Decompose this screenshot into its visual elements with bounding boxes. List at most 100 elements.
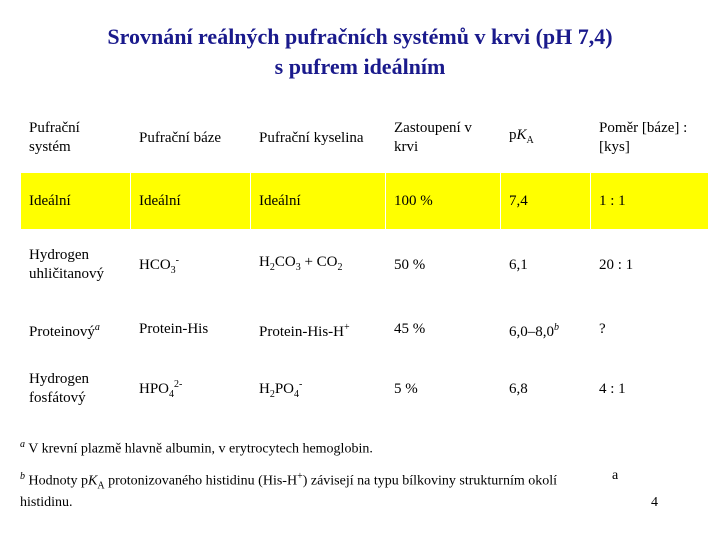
- text-segment: 4: [169, 388, 175, 400]
- table-row: Proteinovýa Protein-His Protein-His-H+ 45 %…: [20, 300, 709, 359]
- text-segment: 1 : 1: [599, 192, 626, 209]
- header-cell: pKA: [500, 103, 591, 173]
- text-segment: A: [526, 135, 534, 146]
- text-segment: + CO: [300, 254, 338, 270]
- text-segment: K: [516, 127, 527, 143]
- table-cell: Hydrogen fosfátový: [20, 358, 131, 420]
- table-cell: 50 %: [385, 229, 501, 301]
- table-cell: Ideální: [130, 172, 251, 230]
- text-segment: 2: [269, 388, 275, 400]
- text-segment: ) závisejí na typu bílkoviny strukturním…: [20, 473, 558, 511]
- table-cell: ?: [590, 300, 709, 359]
- text-segment: Pufrační kyselina: [259, 129, 364, 146]
- table: Pufrační systém Pufrační báze Pufrační kys…: [20, 103, 709, 420]
- text-segment: Hodnoty p: [25, 473, 89, 489]
- text-segment: Pufrační báze: [139, 129, 222, 146]
- text-segment: -: [299, 378, 303, 390]
- text-segment: K: [88, 473, 98, 489]
- table-cell: Ideální: [250, 172, 386, 230]
- text-segment: b: [554, 321, 559, 333]
- table-cell: 100 %: [385, 172, 501, 230]
- text-segment: HPO: [139, 380, 170, 397]
- table-cell: Protein-His: [130, 300, 251, 359]
- table-cell: Protein-His-H+: [250, 300, 386, 359]
- text-segment: 4 : 1: [599, 380, 626, 397]
- text-segment: HCO: [139, 256, 171, 273]
- text-segment: Hydrogen uhličitanový: [29, 247, 104, 282]
- table-cell: 5 %: [385, 358, 501, 420]
- text-segment: +: [297, 470, 303, 482]
- text-segment: H: [259, 254, 270, 270]
- text-segment: ?: [599, 321, 606, 337]
- footnote: a V krevní plazmě hlavně albumin, v eryt…: [20, 436, 580, 458]
- text-segment: 4: [294, 388, 300, 400]
- text-segment: +: [344, 321, 350, 333]
- table-row: Hydrogen fosfátový HPO42- H2PO4- 5 % 6,8 4 : …: [20, 358, 709, 420]
- table-cell: 7,4: [500, 172, 591, 230]
- text-segment: Zastoupení v krvi: [394, 120, 472, 155]
- text-segment: A: [97, 480, 105, 492]
- text-segment: Protein-His-H: [259, 323, 344, 340]
- table-cell: 20 : 1: [590, 229, 709, 301]
- text-segment: 2: [337, 262, 343, 273]
- table-row: Hydrogen uhličitanový HCO3- H2CO3 + CO2 50 …: [20, 229, 709, 301]
- text-segment: -: [175, 254, 180, 266]
- text-segment: a: [20, 439, 25, 450]
- text-segment: 3: [170, 264, 176, 276]
- table-cell: 6,0–8,0b: [500, 300, 591, 359]
- table-cell: 1 : 1: [590, 172, 709, 230]
- text-segment: Protein-His: [139, 321, 209, 337]
- text-segment: 3: [295, 262, 301, 273]
- text-segment: p: [509, 127, 517, 143]
- text-segment: b: [20, 470, 25, 482]
- stray-mark: a: [612, 468, 619, 483]
- table-cell: Hydrogen uhličitanový: [20, 229, 131, 301]
- text-segment: 100 %: [394, 192, 433, 209]
- table-cell: 6,8: [500, 358, 591, 420]
- table-cell: H2CO3 + CO2: [250, 229, 386, 301]
- header-cell: Pufrační systém: [20, 103, 131, 173]
- text-segment: Poměr [báze] : [kys]: [599, 120, 688, 155]
- text-segment: 5 %: [394, 380, 418, 397]
- text-segment: 20 : 1: [599, 256, 634, 273]
- text-segment: 2-: [174, 378, 183, 390]
- table-cell: 45 %: [385, 300, 501, 359]
- text-segment: Proteinový: [29, 323, 95, 340]
- title: Srovnání reálných pufračních systémů v k…: [0, 22, 720, 82]
- header-cell: Poměr [báze] : [kys]: [590, 103, 709, 173]
- text-segment: 6,8: [509, 380, 528, 397]
- text-segment: Ideální: [29, 192, 71, 209]
- text-segment: 7,4: [509, 192, 528, 209]
- text-segment: V krevní plazmě hlavně albumin, v erytro…: [25, 441, 373, 457]
- header-row: Pufrační systém Pufrační báze Pufrační kys…: [20, 103, 709, 173]
- table-cell: Ideální: [20, 172, 131, 230]
- text-segment: a: [94, 321, 100, 333]
- title-line: Srovnání reálných pufračních systémů v k…: [107, 24, 613, 49]
- header-cell: Pufrační báze: [130, 103, 251, 173]
- table-cell: H2PO4-: [250, 358, 386, 420]
- table-cell: Proteinovýa: [20, 300, 131, 359]
- footnote: b Hodnoty pKA protonizovaného histidinu …: [20, 468, 580, 511]
- text-segment: 2: [269, 262, 275, 273]
- text-segment: CO: [274, 254, 296, 270]
- page-number: 4: [651, 495, 658, 510]
- header-cell: Zastoupení v krvi: [385, 103, 501, 173]
- text-segment: 6,1: [509, 256, 528, 273]
- text-segment: 50 %: [394, 256, 426, 273]
- text-segment: protonizovaného histidinu (His-H: [104, 473, 298, 489]
- text-segment: PO: [274, 380, 295, 397]
- table-cell: 4 : 1: [590, 358, 709, 420]
- text-segment: 6,0–8,0: [509, 323, 554, 340]
- text-segment: 45 %: [394, 321, 426, 337]
- text-segment: Ideální: [259, 192, 301, 209]
- table-cell: HPO42-: [130, 358, 251, 420]
- table-cell: 6,1: [500, 229, 591, 301]
- text-segment: H: [259, 380, 270, 397]
- title-line: s pufrem ideálním: [274, 54, 446, 79]
- text-segment: Hydrogen fosfátový: [29, 371, 89, 406]
- text-segment: Pufrační systém: [29, 120, 80, 155]
- table-row: Ideální Ideální Ideální 100 % 7,4 1 : 1: [20, 172, 709, 230]
- table-cell: HCO3-: [130, 229, 251, 301]
- footnotes: a V krevní plazmě hlavně albumin, v eryt…: [20, 436, 580, 521]
